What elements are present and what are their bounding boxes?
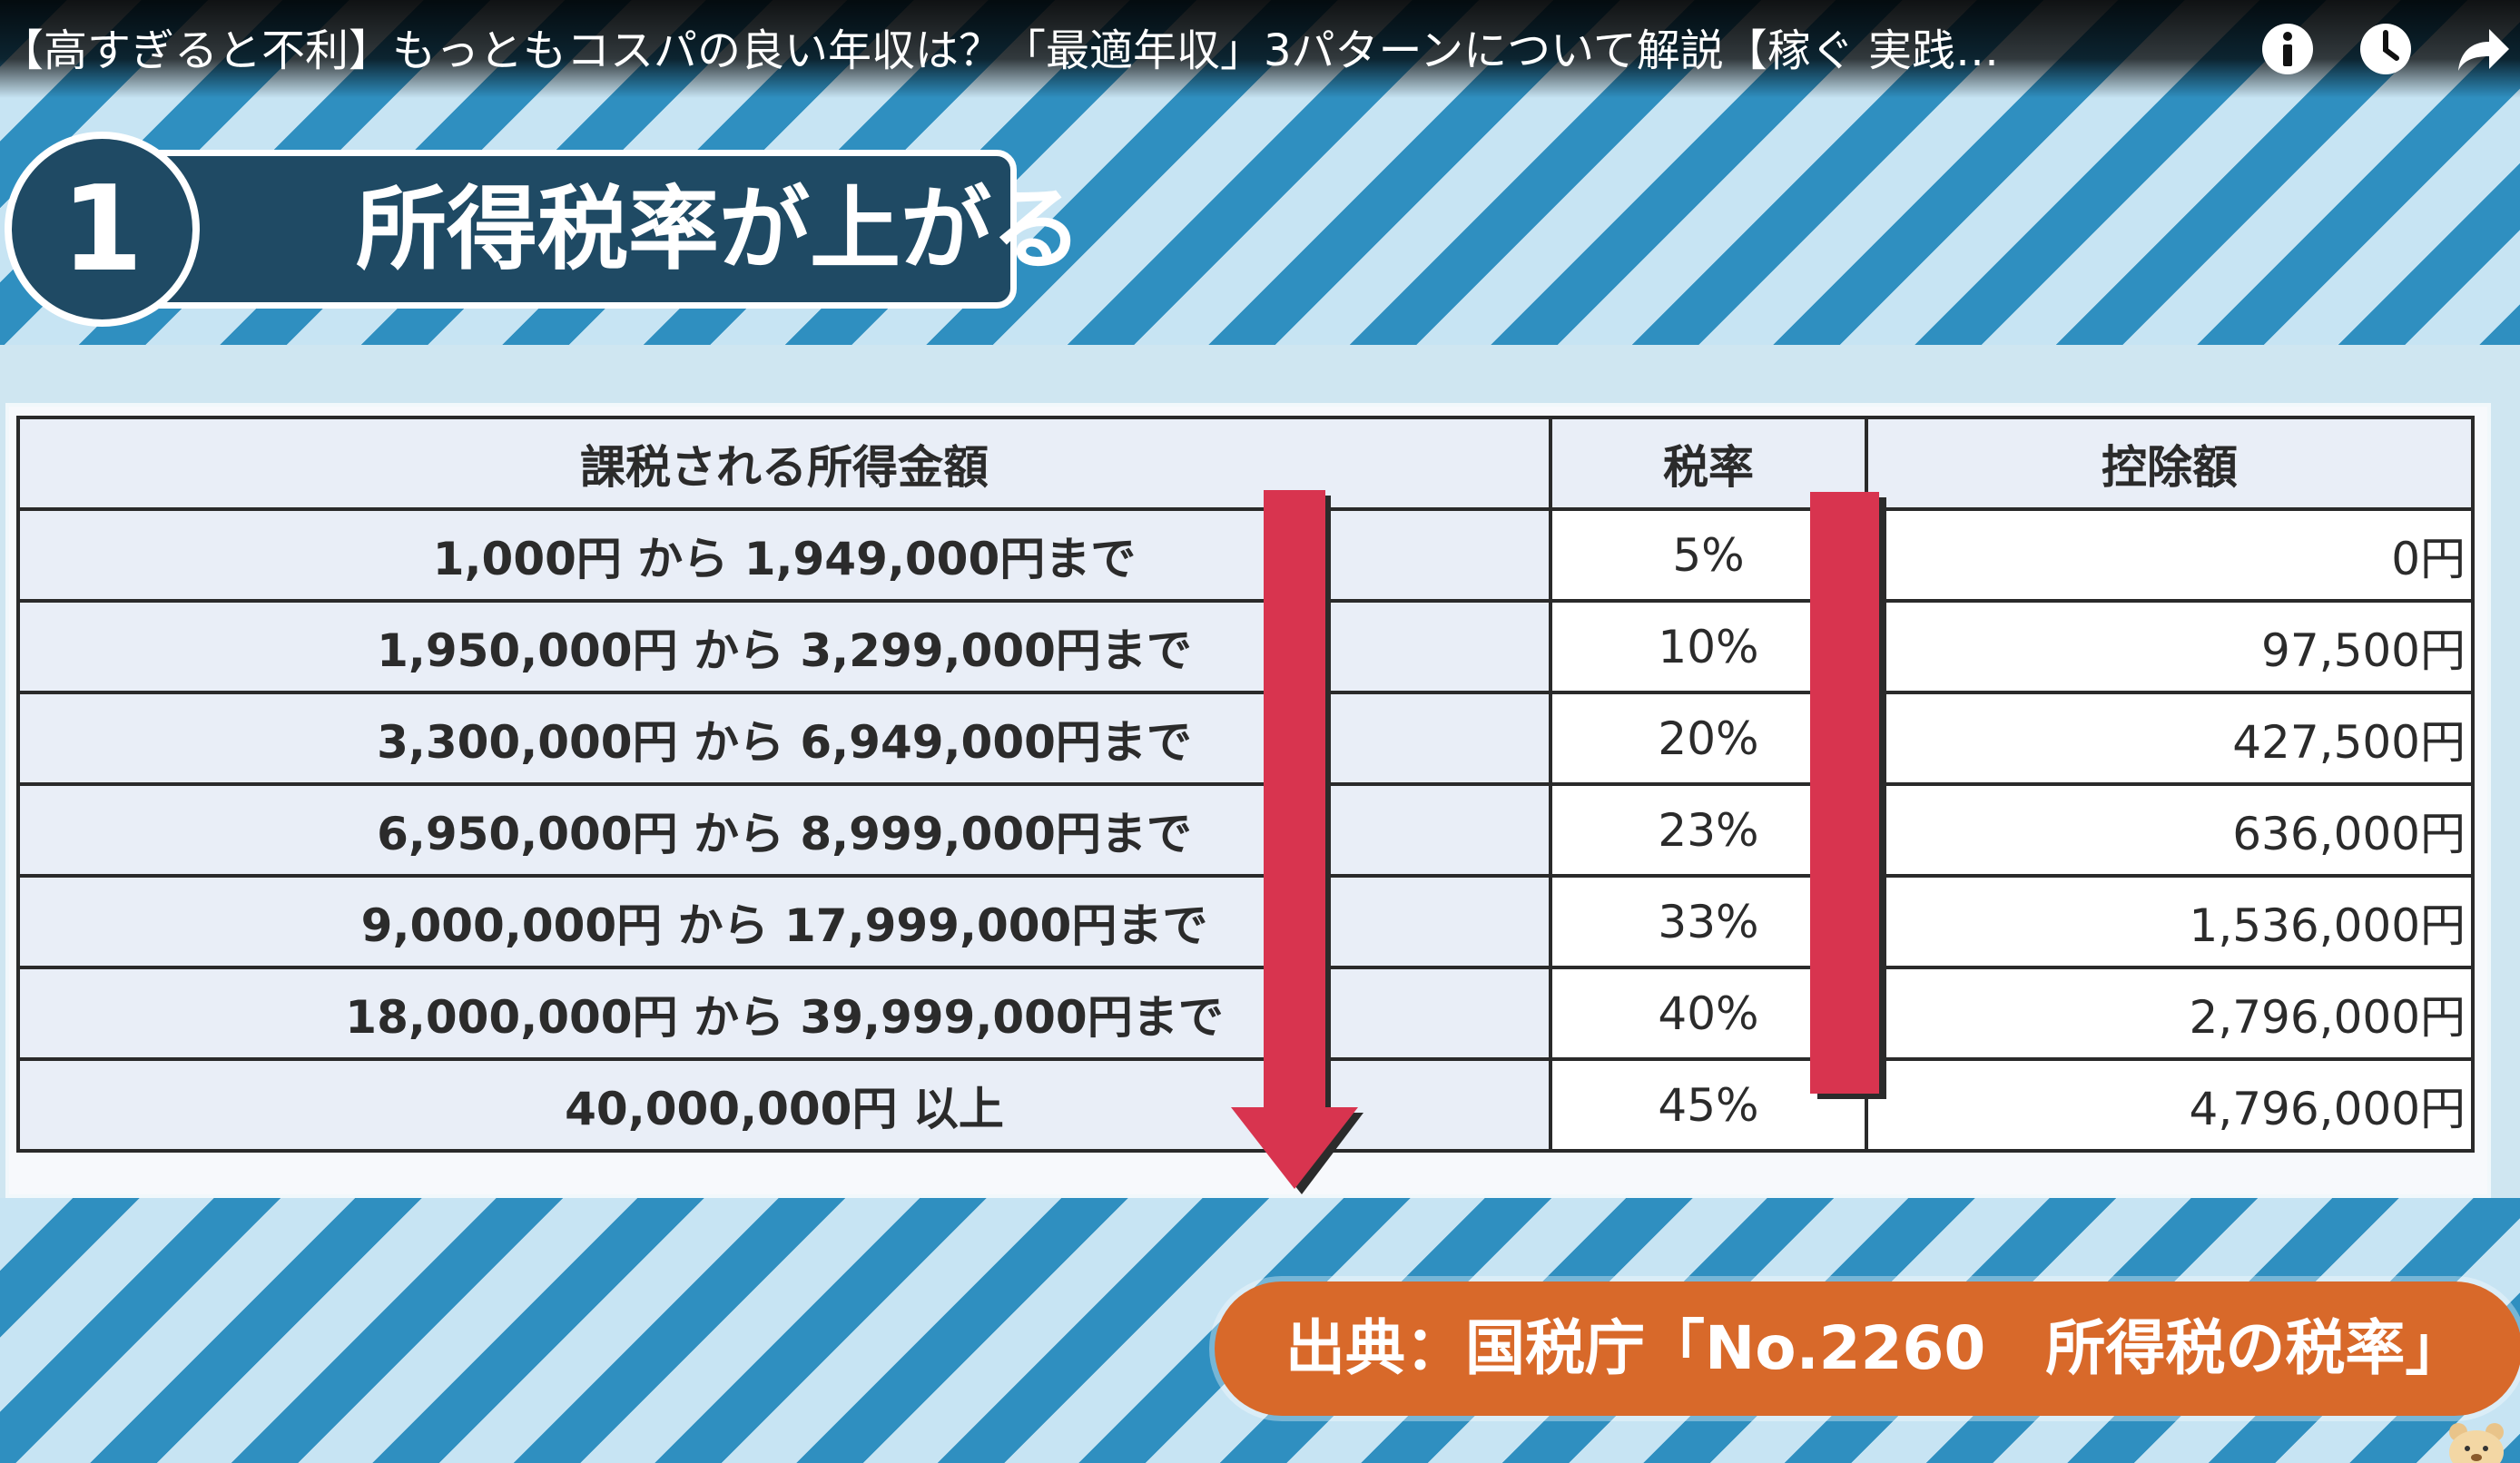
down-arrow-icon	[1231, 490, 1363, 1194]
header-deduction: 控除額	[1865, 416, 2475, 511]
deduction-cell: 97,500円	[1865, 599, 2475, 694]
deduction-cell: 4,796,000円	[1865, 1057, 2475, 1153]
deduction-cell: 427,500円	[1865, 691, 2475, 786]
info-icon[interactable]	[2259, 20, 2317, 78]
deduction-cell: 0円	[1865, 507, 2475, 603]
share-icon[interactable]	[2455, 20, 2513, 78]
deduction-cell: 1,536,000円	[1865, 874, 2475, 969]
header-tax-rate: 税率	[1549, 416, 1868, 511]
source-citation-pill: 出典：国税庁「No.2260 所得税の税率」	[1215, 1281, 2520, 1416]
heading-text: 所得税率が上がる	[356, 176, 1082, 282]
highlight-bar	[1810, 492, 1879, 1094]
heading-banner: 所得税率が上がる	[136, 150, 1082, 309]
deduction-cell: 636,000円	[1865, 782, 2475, 878]
source-citation-text: 出典：国税庁「No.2260 所得税の税率」	[1285, 1313, 2466, 1383]
bear-mascot-icon	[2449, 1423, 2504, 1463]
heading-number-badge: 1	[5, 132, 200, 327]
deduction-cell: 2,796,000円	[1865, 966, 2475, 1061]
video-top-bar: 【高すぎると不利】もっともコスパの良い年収は？「最適年収」3パターンについて解説…	[0, 0, 2520, 98]
watch-later-icon[interactable]	[2357, 20, 2415, 78]
video-title[interactable]: 【高すぎると不利】もっともコスパの良い年収は？「最適年収」3パターンについて解説…	[0, 25, 1999, 76]
